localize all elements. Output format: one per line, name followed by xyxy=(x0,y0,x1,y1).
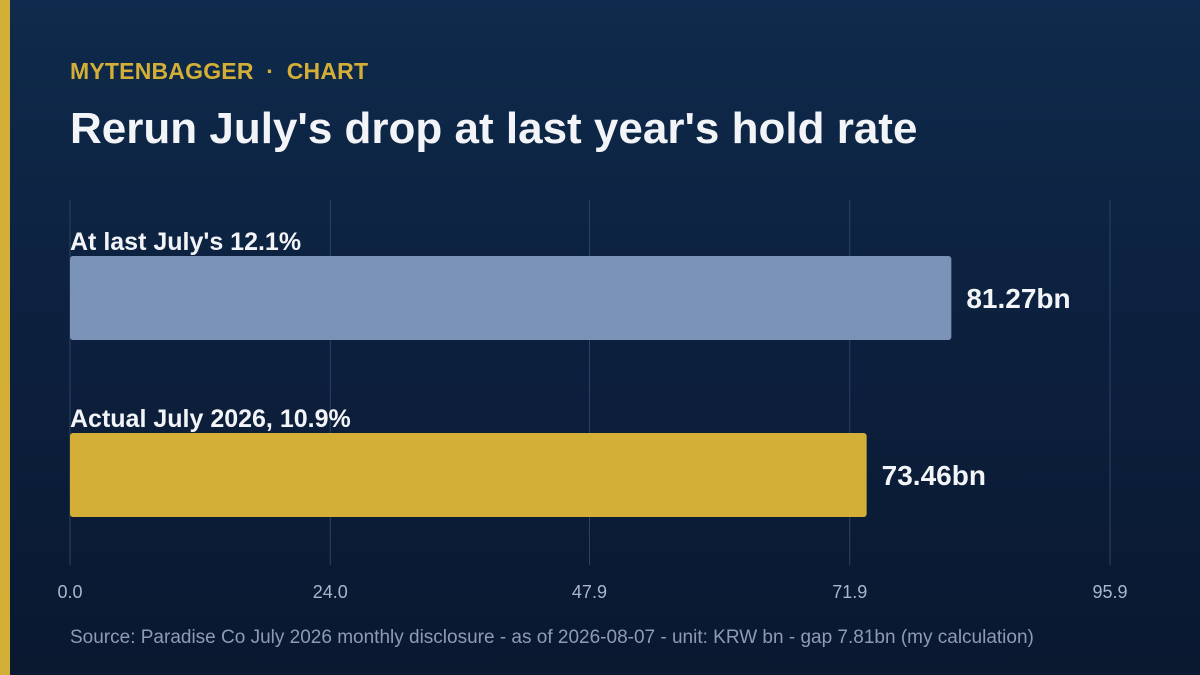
brand-line: MYTENBAGGER · CHART xyxy=(70,58,368,85)
chart-title: Rerun July's drop at last year's hold ra… xyxy=(70,104,918,153)
accent-strip xyxy=(0,0,10,675)
x-tick-label: 71.9 xyxy=(832,582,867,602)
bar xyxy=(70,256,952,340)
bar xyxy=(70,433,867,517)
brand-name: MYTENBAGGER xyxy=(70,58,254,84)
bar-value-label: 81.27bn xyxy=(966,283,1070,314)
brand-separator: · xyxy=(266,58,275,84)
x-tick-label: 47.9 xyxy=(572,582,607,602)
bar-category-label: At last July's 12.1% xyxy=(70,228,301,256)
brand-section: CHART xyxy=(286,58,369,84)
bar-value-label: 73.46bn xyxy=(882,460,986,491)
source-note: Source: Paradise Co July 2026 monthly di… xyxy=(70,627,1034,648)
x-tick-label: 24.0 xyxy=(313,582,348,602)
bar-category-label: Actual July 2026, 10.9% xyxy=(70,405,351,433)
x-tick-label: 0.0 xyxy=(57,582,82,602)
x-tick-label: 95.9 xyxy=(1092,582,1127,602)
